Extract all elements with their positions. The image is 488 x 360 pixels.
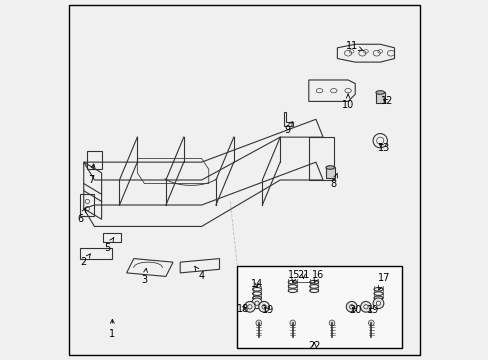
- Text: 11: 11: [345, 41, 363, 51]
- Circle shape: [376, 301, 380, 305]
- Circle shape: [372, 298, 383, 309]
- Ellipse shape: [375, 91, 384, 94]
- Circle shape: [289, 320, 295, 326]
- Text: 2: 2: [81, 254, 90, 267]
- Circle shape: [349, 305, 353, 309]
- Text: 3: 3: [141, 269, 147, 285]
- Circle shape: [258, 301, 269, 312]
- Circle shape: [254, 301, 259, 305]
- Text: 19: 19: [261, 305, 273, 315]
- Text: 21: 21: [297, 270, 309, 280]
- Text: 6: 6: [77, 208, 85, 224]
- Text: 16: 16: [311, 270, 323, 283]
- Text: 8: 8: [330, 173, 337, 189]
- Text: 15: 15: [288, 270, 300, 283]
- Text: 13: 13: [377, 143, 389, 153]
- Bar: [375, 93, 384, 103]
- Text: 17: 17: [377, 273, 389, 290]
- Text: 4: 4: [194, 266, 204, 282]
- Circle shape: [255, 320, 261, 326]
- Text: 12: 12: [381, 96, 393, 107]
- Circle shape: [262, 305, 266, 309]
- Text: 9: 9: [284, 122, 292, 135]
- Bar: [325, 167, 334, 178]
- Text: 10: 10: [341, 94, 353, 110]
- Ellipse shape: [325, 166, 334, 169]
- Circle shape: [328, 320, 334, 326]
- Circle shape: [346, 301, 356, 312]
- Circle shape: [244, 301, 255, 312]
- Circle shape: [363, 305, 367, 309]
- Text: 22: 22: [307, 341, 320, 351]
- Circle shape: [360, 301, 370, 312]
- Text: 18: 18: [236, 303, 248, 314]
- Text: 7: 7: [87, 164, 95, 185]
- Text: 5: 5: [103, 238, 114, 253]
- Circle shape: [251, 298, 262, 309]
- Text: 14: 14: [250, 279, 263, 289]
- Circle shape: [367, 320, 373, 326]
- Text: 1: 1: [109, 319, 115, 339]
- Circle shape: [247, 305, 251, 309]
- Text: 19: 19: [366, 305, 379, 315]
- Bar: [237, 266, 401, 348]
- Text: 20: 20: [348, 305, 361, 315]
